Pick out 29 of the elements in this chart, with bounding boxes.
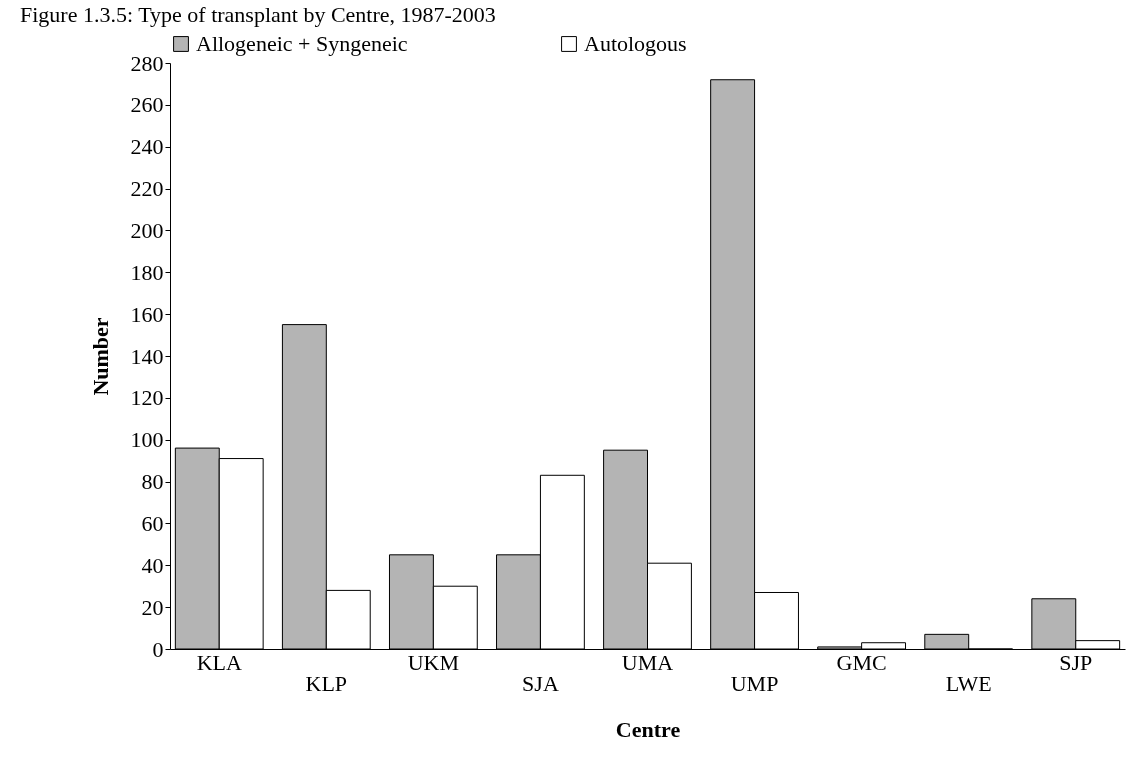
y-tick-label: 200 — [130, 217, 164, 243]
y-tick-label: 80 — [141, 469, 164, 495]
x-tick-label: KLP — [305, 670, 348, 696]
y-tick-label: 0 — [152, 636, 164, 662]
x-tick-label: SJP — [1059, 649, 1093, 675]
legend-label: Allogeneic + Syngeneic — [196, 31, 408, 56]
y-tick-label: 280 — [130, 50, 164, 76]
x-axis-title: Centre — [615, 716, 681, 742]
x-tick-label: GMC — [836, 649, 887, 675]
y-tick-label: 40 — [141, 552, 164, 578]
chart-title: Figure 1.3.5: Type of transplant by Centre, 1987-2003 — [20, 2, 496, 27]
x-tick-label: SJA — [522, 670, 559, 696]
x-tick-label: UMA — [621, 649, 674, 675]
y-tick-label: 220 — [130, 176, 164, 202]
y-tick-label: 120 — [130, 385, 164, 411]
y-tick-label: 240 — [130, 134, 164, 160]
legend-label: Autologous — [584, 31, 687, 56]
y-tick-label: 180 — [130, 259, 164, 285]
y-tick-label: 160 — [130, 301, 164, 327]
x-tick-label: UMP — [730, 670, 779, 696]
x-tick-label: KLA — [196, 649, 242, 675]
y-tick-label: 260 — [130, 92, 164, 118]
y-tick-label: 60 — [141, 510, 164, 536]
y-tick-label: 20 — [141, 594, 164, 620]
y-tick-label: 100 — [130, 427, 164, 453]
y-tick-label: 140 — [130, 343, 164, 369]
y-axis-title: Number — [87, 317, 113, 396]
x-tick-label: UKM — [407, 649, 460, 675]
x-tick-label: LWE — [945, 670, 992, 696]
